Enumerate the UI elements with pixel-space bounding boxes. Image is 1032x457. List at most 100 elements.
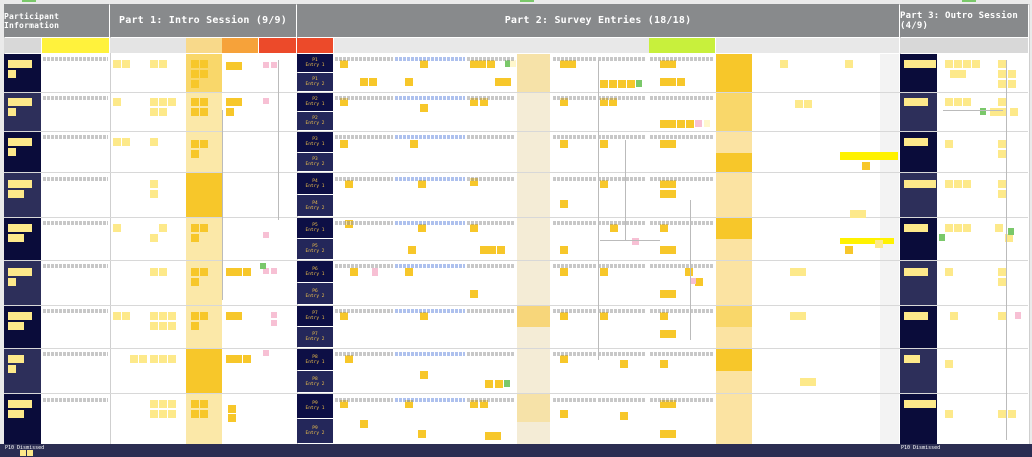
survey-entry-card[interactable]: P4 Entry 2 — [297, 195, 333, 216]
sticky-note[interactable] — [228, 414, 236, 422]
sticky-note[interactable] — [660, 190, 668, 198]
sticky-note[interactable] — [234, 62, 242, 70]
sticky-note[interactable] — [998, 190, 1006, 198]
sticky-note[interactable] — [159, 268, 167, 276]
sticky-note[interactable] — [480, 246, 488, 254]
sticky-note[interactable] — [560, 200, 568, 208]
sticky-note[interactable] — [1008, 410, 1016, 418]
sticky-note[interactable] — [200, 70, 208, 78]
sticky-note[interactable] — [998, 60, 1006, 68]
sticky-note[interactable] — [263, 232, 269, 238]
sticky-note[interactable] — [418, 224, 426, 232]
sticky-note[interactable] — [191, 278, 199, 286]
sticky-note[interactable] — [904, 268, 912, 276]
sticky-note[interactable] — [159, 410, 167, 418]
sticky-note[interactable] — [271, 268, 277, 274]
sticky-note[interactable] — [168, 322, 176, 330]
survey-entry-card[interactable]: P8 Entry 2 — [297, 371, 333, 392]
sticky-note[interactable] — [159, 224, 167, 232]
sticky-note[interactable] — [485, 432, 493, 440]
sticky-note[interactable] — [150, 190, 158, 198]
sticky-note[interactable] — [27, 450, 33, 456]
sticky-note[interactable] — [954, 60, 962, 68]
sticky-note[interactable] — [8, 410, 16, 418]
sticky-note[interactable] — [16, 400, 24, 408]
sticky-note[interactable] — [168, 400, 176, 408]
sticky-note[interactable] — [945, 140, 953, 148]
sticky-note[interactable] — [191, 60, 199, 68]
sticky-note[interactable] — [150, 322, 158, 330]
sticky-note[interactable] — [150, 108, 158, 116]
sticky-note[interactable] — [600, 312, 608, 320]
sticky-note[interactable] — [660, 246, 668, 254]
sticky-note[interactable] — [1008, 228, 1014, 235]
sticky-note[interactable] — [418, 430, 426, 438]
sticky-note[interactable] — [668, 180, 676, 188]
sticky-note[interactable] — [191, 150, 199, 158]
sticky-note[interactable] — [16, 268, 24, 276]
sticky-note[interactable] — [24, 60, 32, 68]
sticky-note[interactable] — [191, 410, 199, 418]
sticky-note[interactable] — [668, 78, 676, 86]
sticky-note[interactable] — [636, 80, 642, 87]
sticky-note[interactable] — [704, 120, 710, 127]
sticky-note[interactable] — [122, 312, 130, 320]
sticky-note[interactable] — [340, 98, 348, 106]
sticky-note[interactable] — [912, 268, 920, 276]
sticky-note[interactable] — [243, 268, 251, 276]
sticky-note[interactable] — [410, 140, 418, 148]
sticky-note[interactable] — [963, 180, 971, 188]
sticky-note[interactable] — [113, 98, 121, 106]
sticky-note[interactable] — [16, 224, 24, 232]
sticky-note[interactable] — [405, 268, 413, 276]
sticky-note[interactable] — [487, 60, 495, 68]
sticky-note[interactable] — [191, 322, 199, 330]
sticky-note[interactable] — [980, 108, 986, 115]
sticky-note[interactable] — [695, 120, 702, 127]
sticky-note[interactable] — [945, 410, 953, 418]
sticky-note[interactable] — [234, 312, 242, 320]
sticky-note[interactable] — [345, 355, 353, 363]
sticky-note[interactable] — [845, 60, 853, 68]
sticky-note[interactable] — [24, 224, 32, 232]
sticky-note[interactable] — [912, 98, 920, 106]
sticky-note[interactable] — [271, 320, 277, 326]
sticky-note[interactable] — [632, 238, 639, 245]
sticky-note[interactable] — [150, 180, 158, 188]
sticky-note[interactable] — [8, 108, 16, 116]
sticky-note[interactable] — [998, 410, 1006, 418]
sticky-note[interactable] — [408, 246, 416, 254]
sticky-note[interactable] — [904, 312, 912, 320]
sticky-note[interactable] — [234, 268, 242, 276]
sticky-note[interactable] — [945, 60, 953, 68]
sticky-note[interactable] — [998, 70, 1006, 78]
sticky-note[interactable] — [660, 430, 668, 438]
sticky-note[interactable] — [470, 98, 478, 106]
sticky-note[interactable] — [470, 400, 478, 408]
sticky-note[interactable] — [600, 180, 608, 188]
sticky-note[interactable] — [130, 355, 138, 363]
sticky-note[interactable] — [8, 278, 16, 286]
sticky-note[interactable] — [191, 108, 199, 116]
sticky-note[interactable] — [1005, 234, 1013, 242]
sticky-note[interactable] — [122, 138, 130, 146]
sticky-note[interactable] — [191, 140, 199, 148]
survey-entry-card[interactable]: P4 Entry 1 — [297, 173, 333, 194]
sticky-note[interactable] — [904, 400, 912, 408]
sticky-note[interactable] — [24, 180, 32, 188]
sticky-note[interactable] — [668, 330, 676, 338]
sticky-note[interactable] — [928, 180, 936, 188]
sticky-note[interactable] — [24, 98, 32, 106]
sticky-note[interactable] — [350, 268, 358, 276]
sticky-note[interactable] — [845, 246, 853, 254]
sticky-note[interactable] — [920, 268, 928, 276]
sticky-note[interactable] — [503, 78, 511, 86]
sticky-note[interactable] — [420, 312, 428, 320]
sticky-note[interactable] — [660, 400, 668, 408]
sticky-note[interactable] — [504, 380, 510, 387]
sticky-note[interactable] — [600, 268, 608, 276]
sticky-note[interactable] — [113, 224, 121, 232]
sticky-note[interactable] — [113, 138, 121, 146]
sticky-note[interactable] — [660, 312, 668, 320]
sticky-note[interactable] — [200, 108, 208, 116]
